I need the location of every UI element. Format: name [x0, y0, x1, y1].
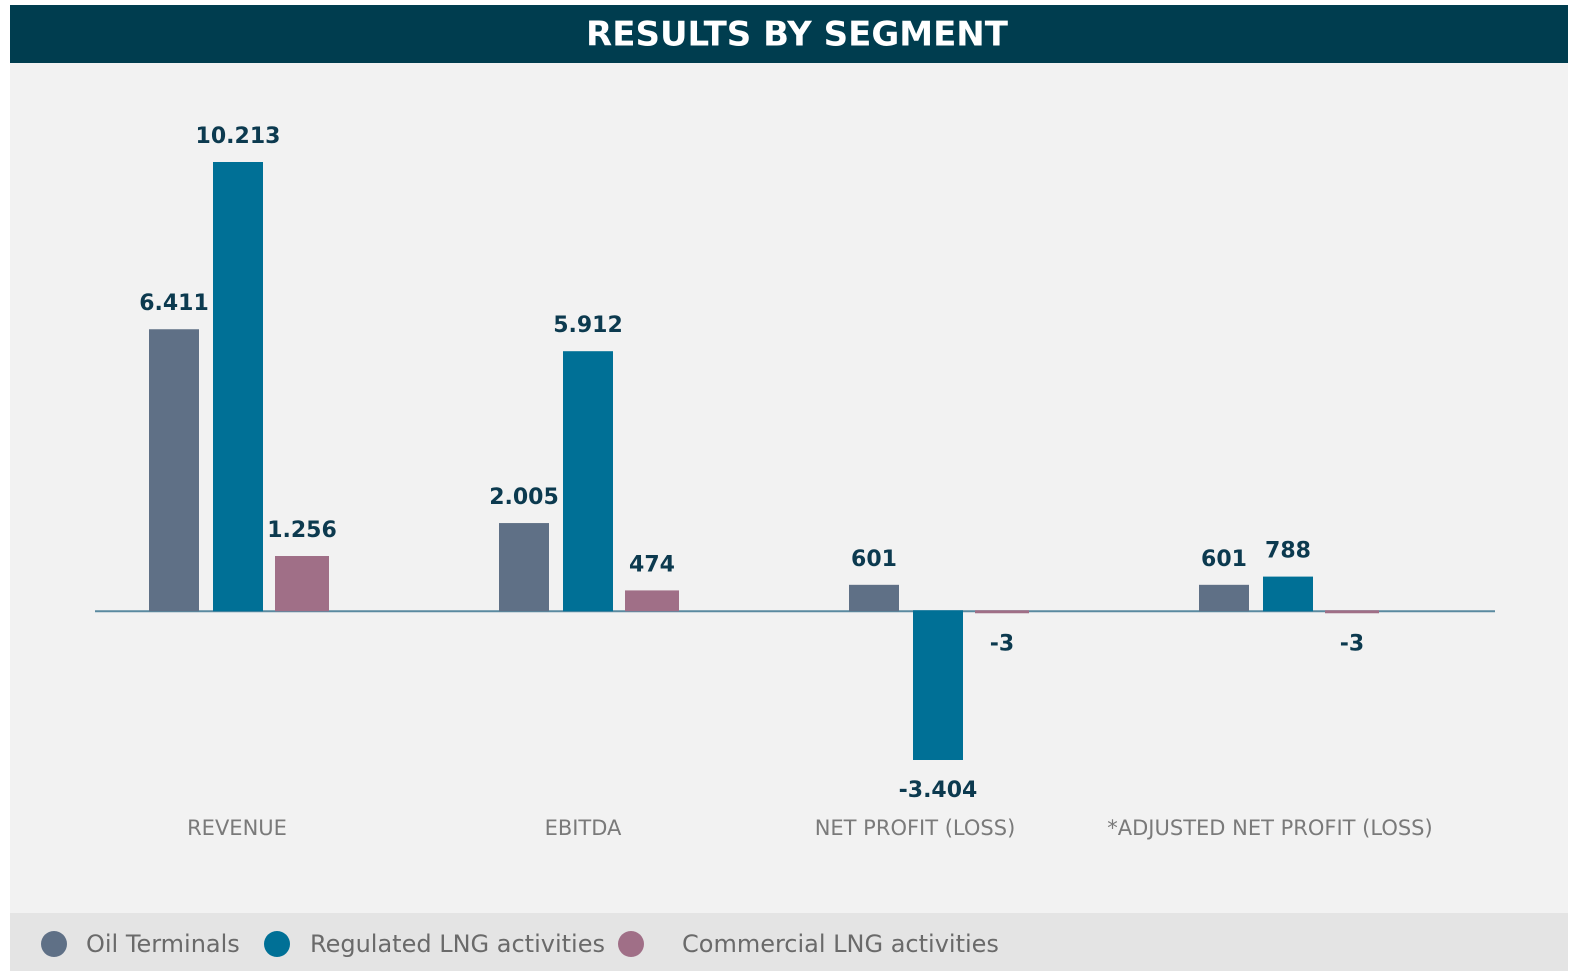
x-tick-label: NET PROFIT (LOSS): [815, 816, 1016, 840]
header-band: [10, 5, 1568, 63]
value-label: 474: [629, 552, 675, 577]
bar: [1199, 584, 1249, 612]
value-label: -3: [990, 631, 1014, 656]
bar: [499, 523, 549, 612]
value-label: 10.213: [196, 124, 281, 149]
legend-swatch: [618, 931, 644, 957]
legend-label: Oil Terminals: [86, 930, 240, 958]
bar: [1325, 610, 1379, 614]
value-label: 1.256: [267, 518, 337, 543]
bar: [849, 584, 899, 612]
bar: [213, 162, 263, 612]
value-label: 5.912: [553, 313, 623, 338]
value-label: 601: [1201, 547, 1247, 572]
legend-label: Regulated LNG activities: [310, 930, 605, 958]
bar: [975, 610, 1029, 614]
value-label: 788: [1265, 539, 1311, 564]
bar: [625, 590, 679, 612]
value-label: 2.005: [489, 485, 559, 510]
bar: [1263, 576, 1313, 612]
legend-swatch: [264, 931, 290, 957]
x-tick-label: EBITDA: [545, 816, 622, 840]
value-label: 601: [851, 547, 897, 572]
value-label: -3.404: [899, 778, 978, 803]
bar: [913, 610, 963, 760]
value-label: 6.411: [139, 291, 209, 316]
bar: [149, 329, 199, 612]
bar: [563, 351, 613, 612]
bar: [275, 556, 329, 612]
x-tick-label: *ADJUSTED NET PROFIT (LOSS): [1107, 816, 1432, 840]
chart-background: [10, 5, 1568, 971]
chart-title: RESULTS BY SEGMENT: [586, 15, 1009, 55]
x-tick-label: REVENUE: [187, 816, 287, 840]
value-label: -3: [1340, 631, 1364, 656]
legend-label: Commercial LNG activities: [682, 930, 999, 958]
legend-swatch: [41, 931, 67, 957]
